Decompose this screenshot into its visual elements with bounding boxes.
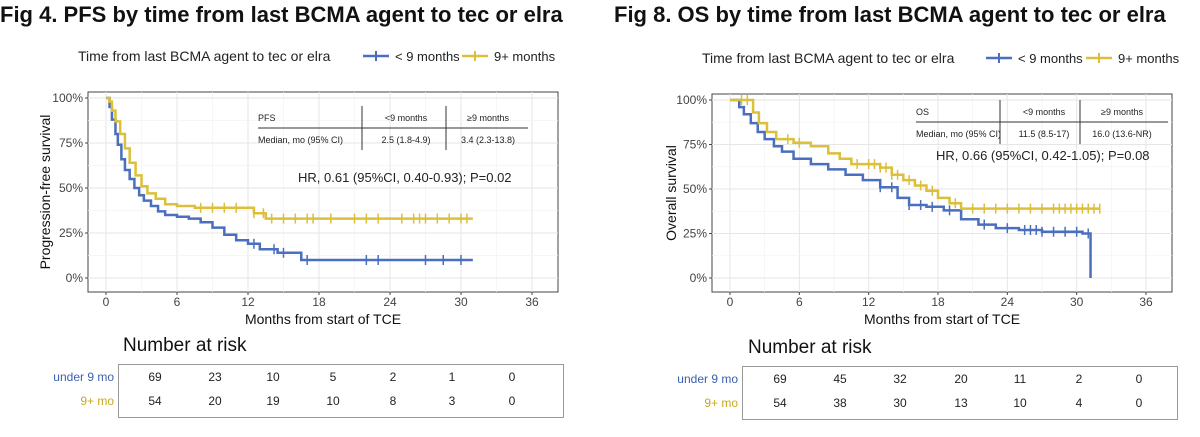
x-tick-label: 6 [174, 295, 181, 309]
x-tick-label: 36 [525, 295, 539, 309]
hr-annotation: HR, 0.61 (95%CI, 0.40-0.93); P=0.02 [298, 170, 512, 185]
risk-cell: 4 [1075, 396, 1083, 410]
risk-cell: 13 [954, 396, 968, 410]
risk-cell: 45 [833, 372, 847, 386]
y-tick-label: 50% [59, 181, 83, 195]
legend-label: 9+ months [1118, 51, 1180, 66]
risk-cell: 0 [508, 370, 516, 384]
risk-cell: 32 [893, 372, 907, 386]
risk-cell: 30 [893, 396, 907, 410]
inset-table-header: <9 months [385, 113, 428, 123]
inset-table-header: OS [916, 107, 929, 117]
risk-cell: 3 [448, 394, 456, 408]
y-tick-label: 0% [66, 271, 84, 285]
y-tick-label: 75% [59, 136, 83, 150]
risk-cell: 69 [148, 370, 162, 384]
legend-title: Time from last BCMA agent to tec or elra [78, 48, 331, 64]
risk-table [118, 364, 564, 418]
risk-cell: 20 [208, 394, 222, 408]
figure-pfs: Fig 4. PFS by time from last BCMA agent … [0, 2, 564, 418]
risk-cell: 23 [208, 370, 222, 384]
figure-os: Fig 8. OS by time from last BCMA agent t… [614, 0, 1200, 437]
figure-title: Fig 4. PFS by time from last BCMA agent … [0, 2, 563, 27]
risk-cell: 5 [329, 370, 337, 384]
inset-table-cell: 11.5 (8.5-17) [1019, 129, 1070, 139]
x-tick-label: 36 [1139, 295, 1153, 309]
risk-cell: 10 [1013, 396, 1027, 410]
risk-cell: 38 [833, 396, 847, 410]
hr-annotation: HR, 0.66 (95%CI, 0.42-1.05); P=0.08 [936, 148, 1150, 163]
plot-frame [87, 91, 559, 293]
risk-cell: 54 [148, 394, 162, 408]
risk-cell: 10 [266, 370, 280, 384]
risk-row-label: under 9 mo [53, 370, 114, 384]
risk-table-title: Number at risk [748, 337, 872, 358]
y-tick-label: 100% [676, 93, 707, 107]
risk-cell: 1 [448, 370, 456, 384]
inset-table-header: <9 months [1023, 107, 1066, 117]
x-axis-label: Months from start of TCE [864, 311, 1020, 327]
x-tick-label: 12 [862, 295, 876, 309]
risk-row-label: 9+ mo [80, 394, 114, 408]
x-tick-label: 18 [931, 295, 945, 309]
y-axis-label: Overall survival [663, 145, 679, 241]
km-curve-plus9 [730, 98, 1100, 210]
risk-cell: 11 [1013, 372, 1027, 386]
plot-frame [711, 93, 1173, 293]
inset-table-cell: 3.4 (2.3-13.8) [461, 135, 515, 145]
risk-cell: 10 [326, 394, 340, 408]
risk-cell: 19 [266, 394, 280, 408]
x-tick-label: 30 [1070, 295, 1084, 309]
km-curve-plus9 [106, 96, 473, 220]
inset-table-cell: 2.5 (1.8-4.9) [381, 135, 430, 145]
risk-cell: 0 [1135, 396, 1143, 410]
inset-table-cell: Median, mo (95% CI) [916, 129, 1001, 139]
risk-cell: 2 [389, 370, 397, 384]
risk-cell: 8 [389, 394, 397, 408]
inset-table-cell: Median, mo (95% CI) [258, 135, 343, 145]
y-tick-label: 25% [59, 226, 83, 240]
y-tick-label: 100% [52, 91, 83, 105]
km-curve-under9 [730, 98, 1092, 278]
legend-label: 9+ months [494, 49, 556, 64]
inset-table-header: ≥9 months [467, 113, 509, 123]
risk-cell: 54 [773, 396, 787, 410]
legend-label: < 9 months [1018, 51, 1083, 66]
risk-row-label: 9+ mo [704, 396, 738, 410]
legend-title: Time from last BCMA agent to tec or elra [702, 50, 955, 66]
x-tick-label: 18 [312, 295, 326, 309]
y-tick-label: 75% [683, 138, 707, 152]
km-plot-pfs: 0 6 12 18 24 30 36 0% 25% 50% 75% 100% Months from s… [37, 48, 559, 327]
inset-table-cell: 16.0 (13.6-NR) [1092, 129, 1152, 139]
y-tick-label: 25% [683, 227, 707, 241]
risk-table [742, 366, 1178, 420]
x-tick-label: 30 [454, 295, 468, 309]
inset-table-header: PFS [258, 113, 276, 123]
y-tick-label: 0% [690, 271, 708, 285]
risk-row-label: under 9 mo [677, 372, 738, 386]
y-axis-label: Progression-free survival [37, 115, 53, 270]
km-curve-under9 [106, 96, 473, 262]
risk-cell: 0 [1135, 372, 1143, 386]
figure-title: Fig 8. OS by time from last BCMA agent t… [614, 2, 1166, 27]
inset-table-header: ≥9 months [1101, 107, 1143, 117]
x-tick-label: 24 [383, 295, 397, 309]
legend-label: < 9 months [395, 49, 460, 64]
x-tick-label: 12 [241, 295, 255, 309]
risk-cell: 69 [773, 372, 787, 386]
km-plot-os: 0 6 12 18 24 30 36 0% 25% 50% 75% 100% Months from s… [663, 50, 1180, 327]
x-tick-label: 24 [1001, 295, 1015, 309]
risk-cell: 2 [1075, 372, 1083, 386]
risk-cell: 0 [508, 394, 516, 408]
y-tick-label: 50% [683, 182, 707, 196]
x-axis-label: Months from start of TCE [245, 311, 401, 327]
x-tick-label: 6 [796, 295, 803, 309]
x-tick-label: 0 [727, 295, 734, 309]
risk-table-title: Number at risk [123, 335, 247, 356]
x-tick-label: 0 [103, 295, 110, 309]
risk-cell: 20 [954, 372, 968, 386]
